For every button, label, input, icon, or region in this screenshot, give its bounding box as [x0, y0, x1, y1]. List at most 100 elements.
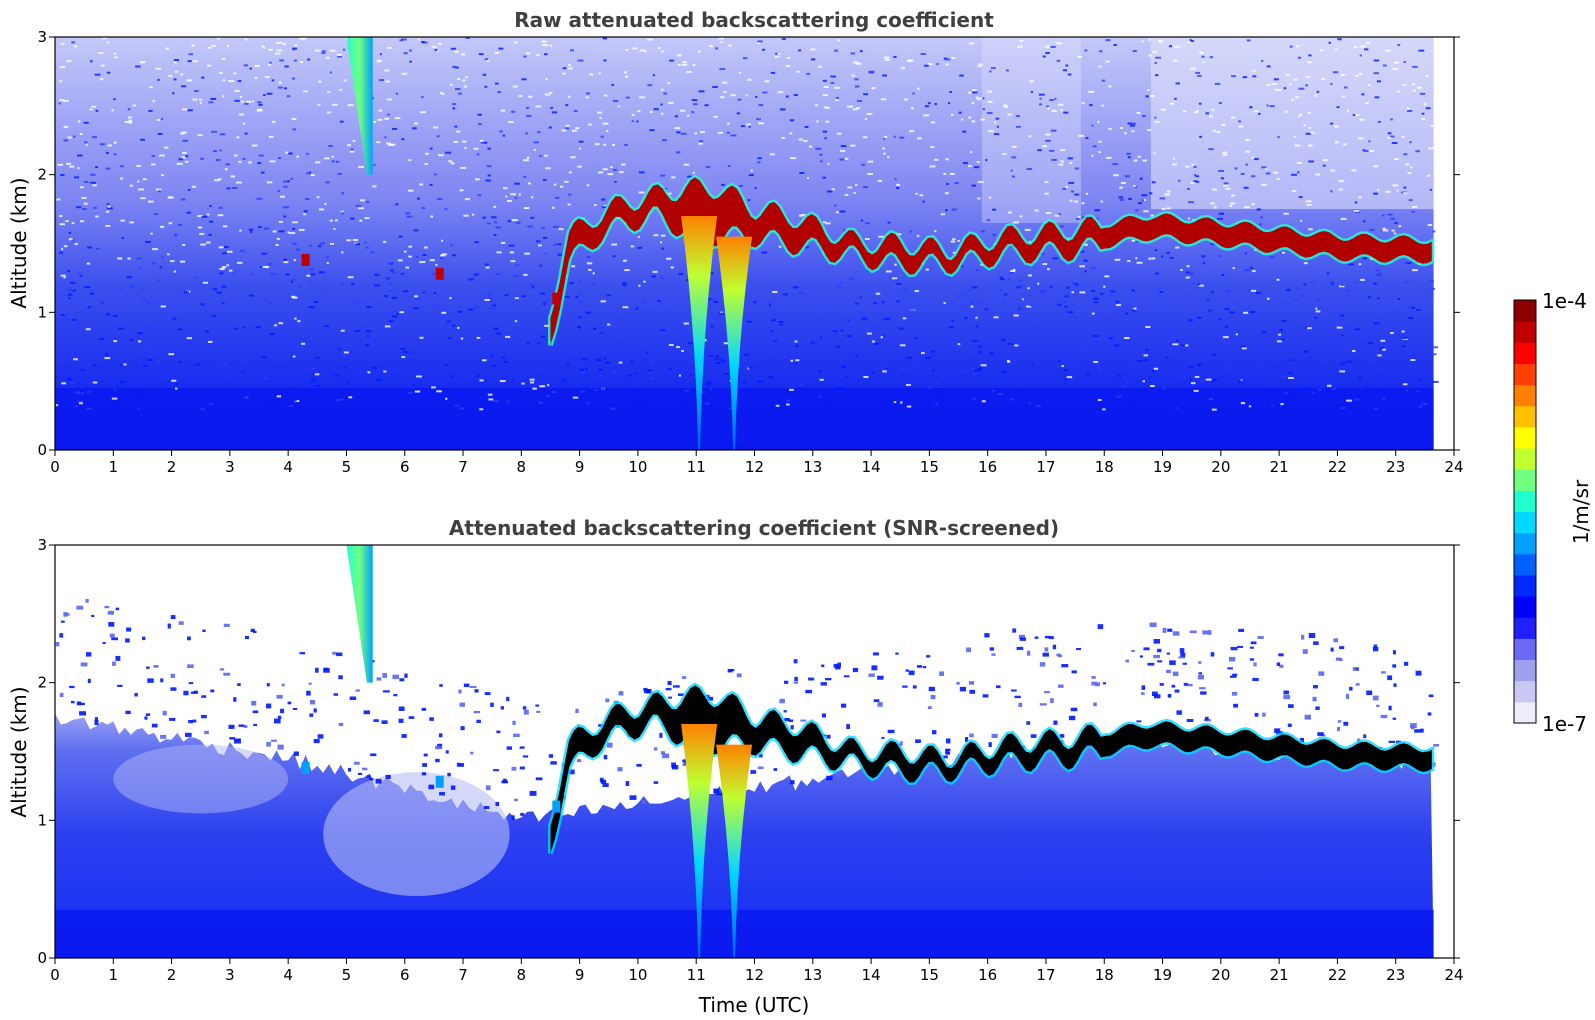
noise-pixel — [313, 321, 320, 324]
noise-pixel — [1211, 353, 1217, 356]
speckle-pixel — [188, 720, 194, 724]
noise-pixel — [1336, 326, 1343, 329]
noise-pixel — [1168, 45, 1173, 48]
noise-pixel — [651, 275, 656, 278]
noise-pixel — [291, 118, 297, 121]
noise-pixel — [927, 63, 933, 66]
noise-pixel — [1119, 186, 1123, 189]
isolated-echo — [435, 267, 444, 280]
noise-pixel — [387, 46, 392, 49]
speckle-pixel — [1249, 658, 1254, 661]
speckle-pixel — [185, 732, 192, 737]
noise-pixel — [1059, 225, 1064, 228]
noise-pixel — [578, 147, 582, 150]
noise-pixel — [973, 166, 980, 169]
noise-pixel — [568, 64, 572, 67]
speckle-pixel — [112, 661, 116, 666]
noise-pixel — [1421, 318, 1427, 321]
noise-pixel — [331, 103, 338, 106]
noise-pixel — [1056, 59, 1061, 62]
noise-pixel — [900, 401, 903, 404]
noise-pixel — [544, 154, 548, 157]
noise-pixel — [218, 71, 223, 74]
speckle-pixel — [514, 798, 518, 802]
noise-pixel — [99, 143, 106, 146]
speckle-pixel — [1404, 661, 1409, 666]
noise-pixel — [1421, 118, 1426, 121]
speckle-pixel — [145, 713, 151, 716]
noise-pixel — [1148, 54, 1152, 57]
speckle-pixel — [1183, 682, 1189, 686]
noise-pixel — [886, 367, 889, 370]
noise-pixel — [1065, 394, 1069, 397]
noise-pixel — [329, 243, 335, 246]
noise-pixel — [1340, 73, 1345, 76]
noise-pixel — [1428, 280, 1434, 283]
speckle-pixel — [877, 702, 883, 707]
speckle-pixel — [292, 707, 298, 711]
noise-pixel — [535, 105, 542, 108]
noise-pixel — [1433, 353, 1437, 356]
noise-pixel — [391, 296, 397, 299]
noise-pixel — [1242, 76, 1248, 79]
x-tick-label: 2 — [167, 458, 177, 476]
noise-pixel — [1314, 316, 1317, 319]
speckle-pixel — [94, 720, 99, 726]
speckle-pixel — [837, 662, 841, 668]
noise-pixel — [999, 289, 1002, 292]
noise-pixel — [989, 70, 992, 73]
noise-pixel — [1346, 360, 1353, 363]
noise-pixel — [1188, 295, 1192, 298]
noise-pixel — [271, 79, 275, 82]
noise-pixel — [476, 336, 481, 339]
noise-pixel — [364, 217, 370, 220]
speckle-pixel — [500, 706, 504, 710]
noise-pixel — [493, 400, 499, 403]
noise-pixel — [201, 215, 208, 218]
noise-pixel — [704, 104, 709, 107]
noise-pixel — [795, 359, 800, 362]
noise-pixel — [294, 44, 298, 47]
noise-pixel — [653, 108, 659, 111]
noise-pixel — [526, 114, 532, 117]
noise-pixel — [652, 328, 658, 331]
noise-pixel — [129, 390, 136, 393]
noise-pixel — [292, 355, 296, 358]
fall-streak — [346, 545, 373, 683]
speckle-pixel — [1071, 670, 1077, 674]
noise-pixel — [99, 338, 105, 341]
noise-pixel — [1343, 143, 1347, 146]
noise-pixel — [859, 312, 865, 315]
noise-pixel — [425, 152, 429, 155]
noise-pixel — [441, 311, 447, 314]
speckle-pixel — [1136, 720, 1142, 723]
noise-pixel — [691, 99, 698, 102]
noise-pixel — [1266, 338, 1273, 341]
noise-pixel — [1277, 340, 1283, 343]
noise-pixel — [113, 388, 117, 391]
speckle-pixel — [673, 685, 680, 688]
noise-pixel — [719, 68, 726, 71]
x-tick-label: 20 — [1211, 458, 1230, 476]
noise-pixel — [533, 141, 539, 144]
speckle-pixel — [821, 713, 826, 718]
noise-pixel — [930, 121, 936, 124]
noise-pixel — [1077, 55, 1082, 58]
noise-pixel — [814, 104, 819, 107]
speckle-pixel — [1068, 715, 1076, 721]
noise-pixel — [1187, 201, 1194, 204]
noise-pixel — [1432, 380, 1439, 383]
noise-pixel — [768, 376, 774, 379]
noise-pixel — [226, 335, 230, 338]
noise-pixel — [620, 163, 626, 166]
noise-pixel — [338, 348, 341, 351]
noise-pixel — [1064, 378, 1068, 381]
noise-pixel — [893, 401, 897, 404]
noise-pixel — [454, 50, 459, 53]
noise-pixel — [157, 132, 163, 135]
noise-pixel — [980, 364, 987, 367]
noise-pixel — [815, 393, 820, 396]
x-tick-label: 0 — [50, 458, 60, 476]
speckle-pixel — [629, 795, 637, 800]
speckle-pixel — [567, 769, 575, 775]
